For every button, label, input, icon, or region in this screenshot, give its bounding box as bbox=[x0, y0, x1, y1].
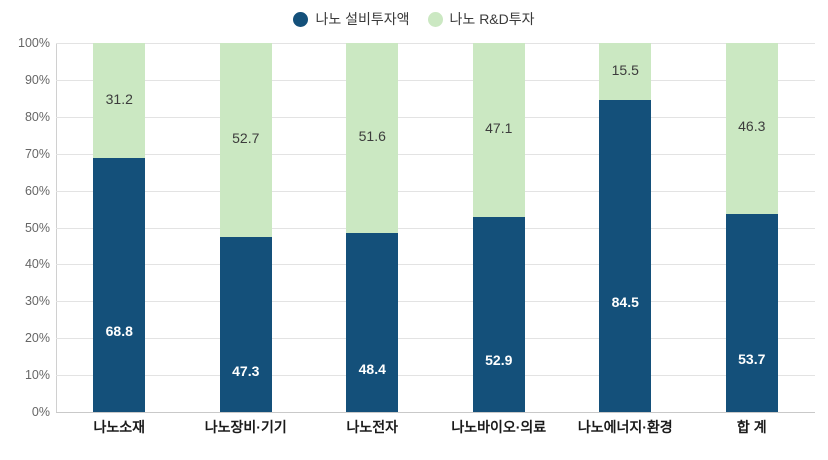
gridline bbox=[56, 153, 815, 155]
bar-value-label: 46.3 bbox=[738, 118, 766, 135]
x-axis-category-label: 나노장비·기기 bbox=[204, 419, 287, 435]
gridline bbox=[56, 412, 815, 413]
y-axis-tick-label: 90% bbox=[24, 72, 50, 87]
y-axis-tick-label: 80% bbox=[24, 109, 50, 124]
legend-label-rnd: 나노 R&D투자 bbox=[449, 11, 535, 27]
bar-group[interactable]: 52.7 47.3 bbox=[219, 43, 272, 412]
y-axis-tick-label: 60% bbox=[24, 183, 50, 198]
gridline bbox=[56, 43, 815, 44]
x-axis: 나노소재 나노장비·기기 나노전자 나노바이오·의료 나노에너지·환경 합 계 bbox=[56, 418, 815, 448]
y-axis-tick-label: 20% bbox=[24, 330, 50, 345]
bar-segment-rnd[interactable]: 46.3 bbox=[725, 43, 778, 214]
gridline bbox=[56, 116, 815, 118]
chart-legend: 나노 설비투자액 나노 R&D투자 bbox=[0, 6, 828, 32]
y-axis-tick-label: 0% bbox=[31, 404, 50, 419]
x-axis-category-label: 나노에너지·환경 bbox=[577, 419, 673, 435]
bar-value-label: 15.5 bbox=[611, 61, 639, 78]
y-axis-tick-label: 100% bbox=[18, 35, 50, 50]
bar-group[interactable]: 15.5 84.5 bbox=[599, 43, 652, 412]
bar-segment-investment[interactable]: 53.7 bbox=[725, 213, 778, 412]
bar-segment-investment[interactable]: 84.5 bbox=[599, 100, 652, 412]
bar-value-label: 52.9 bbox=[485, 352, 513, 369]
bar-value-label: 48.4 bbox=[358, 360, 386, 377]
bar-segment-investment[interactable]: 52.9 bbox=[472, 216, 525, 412]
bar-segment-rnd[interactable]: 52.7 bbox=[219, 43, 272, 238]
gridline bbox=[56, 301, 815, 303]
legend-label-investment: 나노 설비투자액 bbox=[315, 11, 410, 27]
bar-series-container: 31.2 68.8 52.7 47.3 51.6 48.4 47.1 52.9 15.5 84.5… bbox=[56, 43, 815, 412]
bar-segment-rnd[interactable]: 47.1 bbox=[472, 43, 525, 217]
bar-value-label: 51.6 bbox=[358, 128, 386, 145]
bar-segment-rnd[interactable]: 15.5 bbox=[599, 43, 652, 101]
legend-item-rnd[interactable]: 나노 R&D투자 bbox=[427, 11, 535, 27]
bar-value-label: 53.7 bbox=[738, 350, 766, 367]
bar-value-label: 31.2 bbox=[105, 90, 133, 107]
x-axis-category-label: 나노바이오·의료 bbox=[451, 419, 547, 435]
bar-segment-investment[interactable]: 68.8 bbox=[93, 158, 146, 412]
x-axis-category-label: 나노소재 bbox=[93, 419, 146, 435]
bar-segment-rnd[interactable]: 51.6 bbox=[346, 43, 399, 234]
bar-value-label: 84.5 bbox=[611, 294, 639, 311]
bar-group[interactable]: 31.2 68.8 bbox=[93, 43, 146, 412]
gridline bbox=[56, 79, 815, 81]
gridline bbox=[56, 190, 815, 192]
bar-segment-investment[interactable]: 48.4 bbox=[346, 233, 399, 412]
y-axis-tick-label: 70% bbox=[24, 146, 50, 161]
y-axis-tick-label: 40% bbox=[24, 257, 50, 272]
x-axis-category-label: 합 계 bbox=[736, 419, 767, 435]
y-axis-tick-label: 10% bbox=[24, 367, 50, 382]
gridline bbox=[56, 375, 815, 377]
bar-value-label: 47.1 bbox=[485, 119, 513, 136]
bar-value-label: 52.7 bbox=[232, 130, 260, 147]
bar-value-label: 68.8 bbox=[105, 323, 133, 340]
x-axis-category-label: 나노전자 bbox=[346, 419, 399, 435]
gridline bbox=[56, 338, 815, 340]
legend-item-investment[interactable]: 나노 설비투자액 bbox=[293, 11, 410, 27]
bar-group[interactable]: 46.3 53.7 bbox=[725, 43, 778, 412]
bar-group[interactable]: 51.6 48.4 bbox=[346, 43, 399, 412]
bar-group[interactable]: 47.1 52.9 bbox=[472, 43, 525, 412]
circle-marker-icon bbox=[427, 11, 443, 27]
bar-segment-investment[interactable]: 47.3 bbox=[219, 237, 272, 412]
gridline bbox=[56, 227, 815, 229]
y-axis-tick-label: 30% bbox=[24, 294, 50, 309]
circle-marker-icon bbox=[293, 11, 309, 27]
bar-segment-rnd[interactable]: 31.2 bbox=[93, 43, 146, 159]
gridline bbox=[56, 264, 815, 266]
y-axis: 0% 10% 20% 30% 40% 50% 60% 70% 80% 90% 100% bbox=[0, 37, 50, 418]
y-axis-tick-label: 50% bbox=[24, 220, 50, 235]
plot-area bbox=[56, 43, 815, 413]
bar-value-label: 47.3 bbox=[232, 362, 260, 379]
